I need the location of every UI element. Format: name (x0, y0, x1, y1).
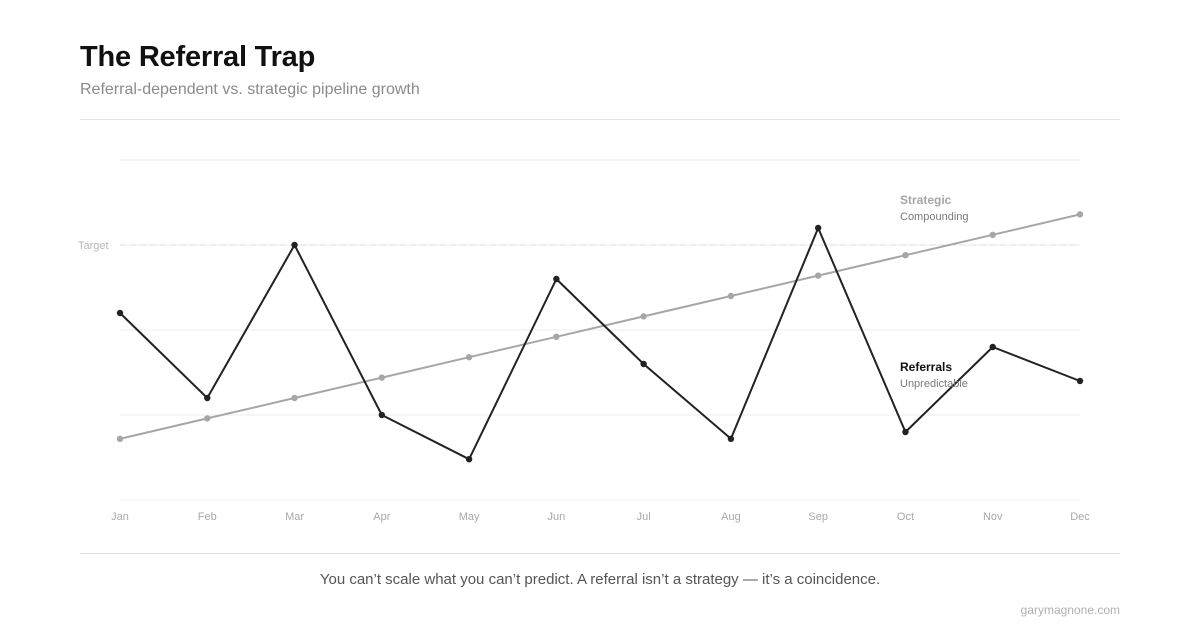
strategic-point (1076, 211, 1084, 218)
referrals-point (989, 343, 996, 351)
x-tick-label: Feb (198, 511, 217, 523)
referrals-point (465, 456, 473, 463)
strategic-point (553, 333, 560, 340)
credit-link[interactable]: garymagnone.com (1020, 603, 1120, 617)
x-tick-label: Jul (637, 511, 651, 523)
referrals-point (902, 428, 909, 436)
strategic-point (204, 415, 211, 422)
chart-subtitle: Referral-dependent vs. strategic pipelin… (80, 81, 420, 98)
series (116, 211, 1084, 463)
referrals-point (116, 309, 124, 317)
referrals-series-name: Referrals (900, 360, 952, 374)
target-reference: Target (78, 240, 1080, 252)
top-divider (80, 119, 1120, 120)
strategic-series-note: Compounding (900, 211, 969, 223)
referrals-point (640, 360, 647, 368)
x-tick-label: Oct (897, 511, 914, 523)
x-tick-label: Jun (547, 511, 565, 523)
strategic-point (378, 374, 386, 381)
series-referrals (116, 224, 1084, 463)
strategic-point (902, 252, 909, 259)
x-tick-label: Sep (808, 511, 828, 523)
referrals-point (291, 241, 298, 249)
strategic-point (727, 292, 735, 300)
strategic-point (291, 394, 298, 402)
chart-title: The Referral Trap (80, 41, 316, 73)
footer-tagline: You can’t scale what you can’t predict. … (319, 571, 881, 588)
x-tick-label: Jan (111, 511, 129, 523)
referrals-point (553, 275, 560, 283)
strategic-point (989, 231, 996, 238)
referrals-line (119, 227, 1081, 461)
series-labels: Strategic Compounding Referrals Unpredictab… (900, 193, 969, 390)
series-strategic (116, 211, 1084, 442)
strategic-line (119, 213, 1081, 440)
bottom-divider (80, 553, 1120, 554)
referrals-series-note: Unpredictable (900, 378, 968, 390)
x-tick-label: Dec (1070, 511, 1090, 523)
referrals-point (814, 224, 822, 232)
x-tick-label: May (459, 511, 480, 523)
x-tick-label: Mar (285, 511, 304, 523)
x-tick-label: Apr (373, 511, 390, 523)
strategic-point (814, 272, 822, 279)
strategic-series-name: Strategic (900, 193, 952, 207)
referrals-point (378, 411, 386, 419)
x-axis: Jan Feb Mar Apr May Jun Jul Aug Sep Oct Nov Dec (111, 511, 1090, 523)
referrals-point (204, 394, 211, 402)
strategic-point (116, 435, 124, 442)
strategic-point (465, 354, 473, 361)
x-tick-label: Nov (983, 511, 1003, 523)
x-tick-label: Aug (721, 511, 741, 523)
target-label: Target (78, 240, 109, 252)
referrals-point (727, 435, 735, 442)
strategic-point (640, 313, 647, 320)
referrals-point (1076, 377, 1084, 385)
